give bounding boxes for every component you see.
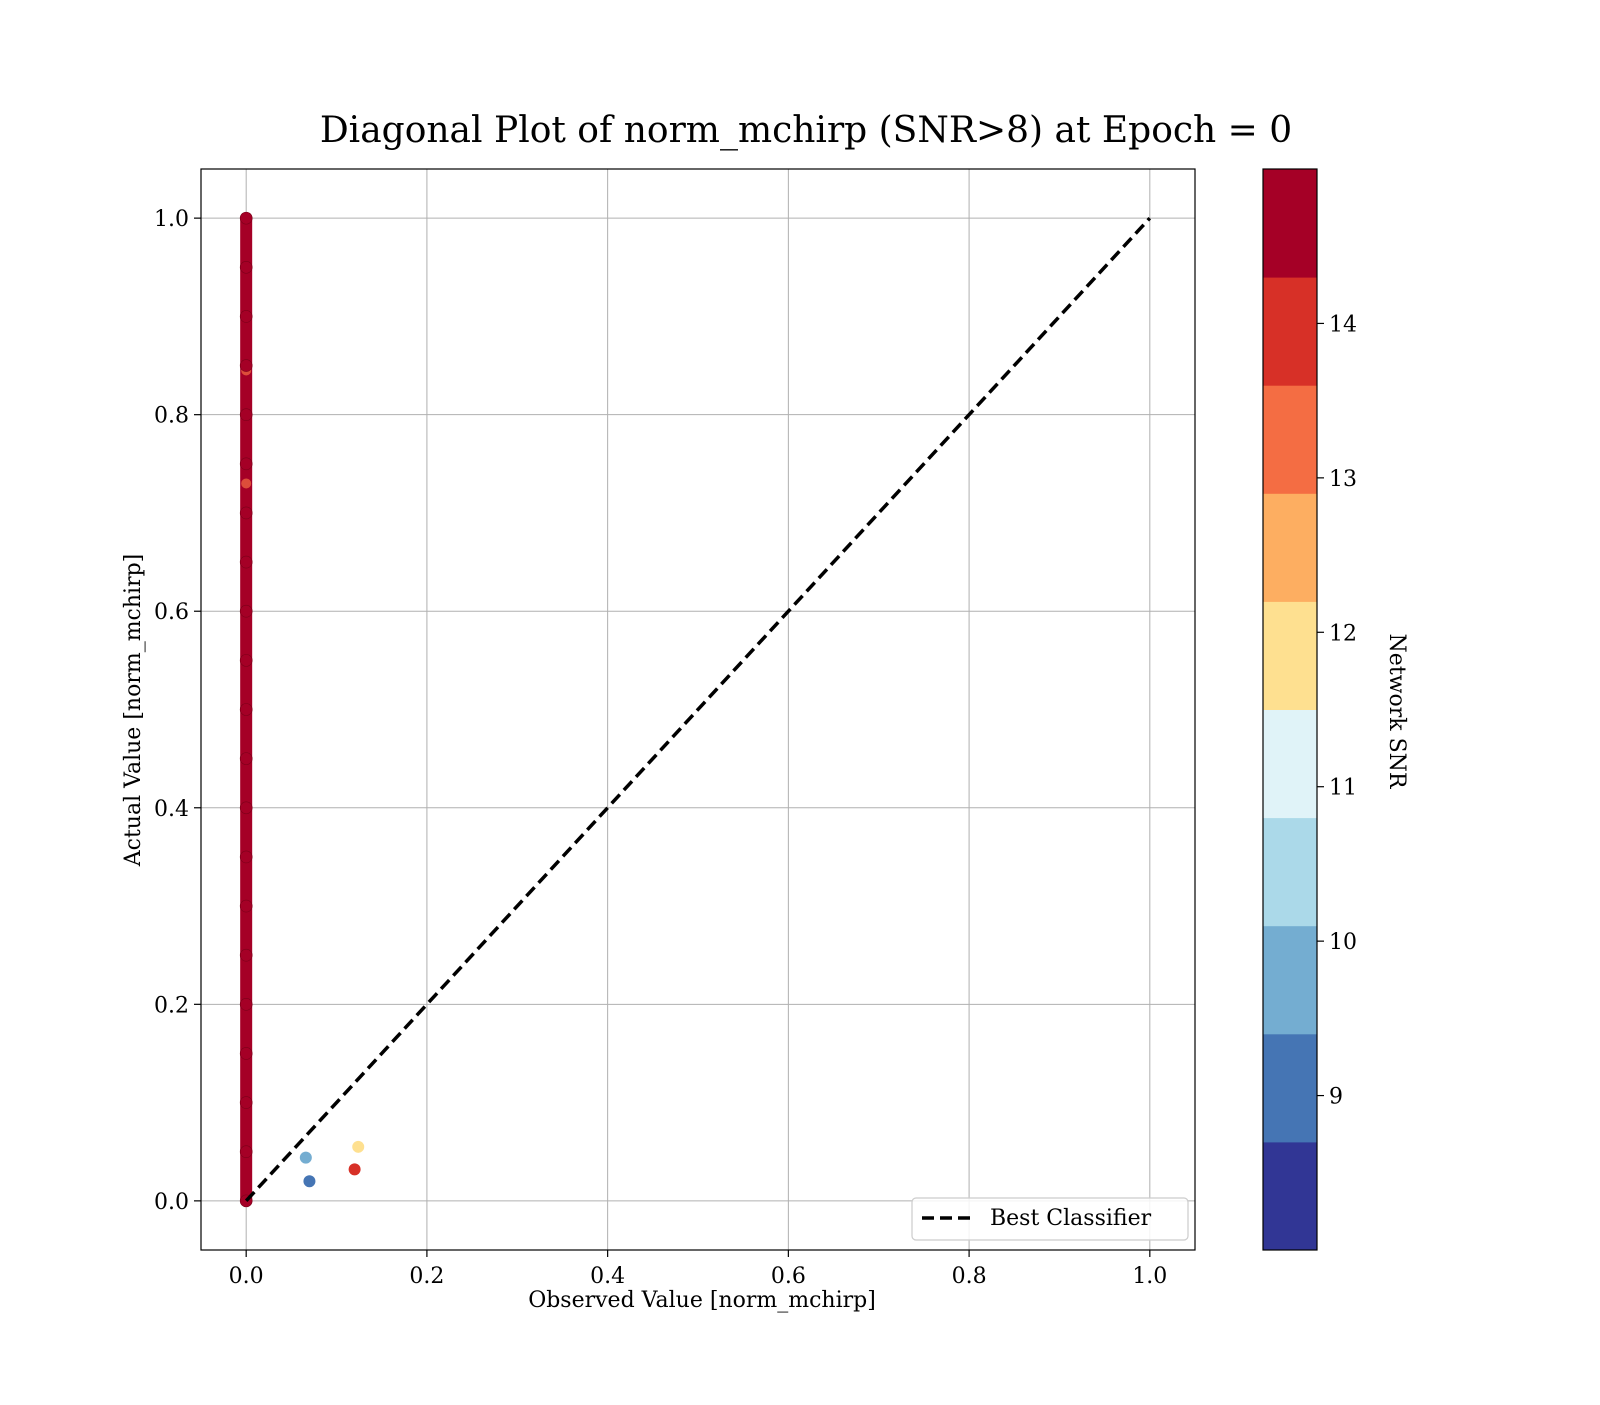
- cluster-point-9: [239, 752, 253, 765]
- cluster-point-8: [239, 801, 253, 815]
- colorbar-segment-3: [1263, 817, 1317, 927]
- scatter-point-0: [299, 1151, 312, 1164]
- cluster-point-2: [239, 1096, 253, 1109]
- colorbar-tick-label-14: 14: [1329, 312, 1357, 337]
- chart-title: Diagonal Plot of norm_mchirp (SNR>8) at …: [320, 110, 1292, 151]
- y-tick-label-0.2: 0.2: [154, 993, 189, 1018]
- cluster-point-1: [239, 1145, 253, 1159]
- colorbar-tick-label-11: 11: [1329, 776, 1357, 801]
- colorbar-segment-2: [1263, 925, 1317, 1035]
- best-classifier-line: [244, 216, 1152, 1203]
- scatter-point-2: [352, 1140, 365, 1153]
- cluster-highlight-point-1: [241, 478, 252, 489]
- x-tick-label-0.2: 0.2: [409, 1264, 444, 1289]
- cluster-point-3: [239, 1047, 253, 1060]
- colorbar-segment-5: [1263, 601, 1317, 710]
- colorbar-segment-1: [1263, 1033, 1317, 1143]
- colorbar-segment-8: [1263, 277, 1317, 386]
- colorbar-frame: [1262, 168, 1318, 1251]
- colorbar-segment-6: [1263, 493, 1317, 602]
- colorbar-label: Network SNR: [1384, 634, 1409, 790]
- x-tick-label-0.4: 0.4: [590, 1264, 625, 1289]
- y-tick-label-0.8: 0.8: [154, 404, 189, 429]
- y-tick-label-0.0: 0.0: [154, 1190, 189, 1215]
- cluster-point-5: [239, 948, 253, 962]
- colorbar-tick-label-13: 13: [1329, 467, 1357, 492]
- cluster-point-16: [239, 408, 253, 421]
- cluster-point-10: [239, 703, 253, 716]
- scatter-point-1: [303, 1175, 316, 1188]
- y-axis-label: Actual Value [norm_mchirp]: [121, 554, 146, 868]
- y-tick-label-1.0: 1.0: [154, 207, 189, 232]
- x-axis-label: Observed Value [norm_mchirp]: [528, 1288, 876, 1313]
- legend-box: [911, 1197, 1189, 1241]
- cluster-point-12: [239, 604, 253, 618]
- cluster-point-19: [239, 260, 253, 274]
- colorbar-segment-9: [1263, 169, 1317, 278]
- x-tick-label-0.8: 0.8: [952, 1264, 987, 1289]
- y-tick-label-0.4: 0.4: [154, 797, 189, 822]
- legend-entry-best-classifier: Best Classifier: [990, 1206, 1152, 1231]
- cluster-point-7: [239, 850, 253, 864]
- x-tick-label-1.0: 1.0: [1132, 1264, 1167, 1289]
- colorbar-segment-0: [1263, 1141, 1317, 1251]
- colorbar-segment-4: [1263, 709, 1317, 819]
- colorbar-segment-7: [1263, 385, 1317, 494]
- cluster-point-4: [239, 998, 253, 1011]
- x-tick-label-0.0: 0.0: [229, 1264, 264, 1289]
- cluster-point-11: [239, 654, 253, 667]
- colorbar: 9 10 11 12 13 14: [1262, 168, 1357, 1251]
- colorbar-tick-label-10: 10: [1329, 930, 1357, 955]
- scatter-point-3: [348, 1163, 361, 1176]
- colorbar-tick-label-9: 9: [1329, 1085, 1343, 1110]
- cluster-point-13: [239, 555, 253, 569]
- legend: Best Classifier: [911, 1197, 1189, 1241]
- colorbar-tick-label-12: 12: [1329, 621, 1357, 646]
- plot-area: 0.0 0.2 0.4 0.6 0.8 1.0 0.0 0.2 0.4 0.6 0.8 1.0: [154, 168, 1196, 1289]
- cluster-point-15: [239, 457, 253, 471]
- cluster-point-6: [239, 899, 253, 913]
- plot-frame: [200, 168, 1196, 1251]
- cluster-point-14: [239, 506, 253, 520]
- x-tick-label-0.6: 0.6: [771, 1264, 806, 1289]
- cluster-point-18: [239, 310, 253, 323]
- cluster-point-20: [239, 211, 253, 225]
- y-tick-label-0.6: 0.6: [154, 600, 189, 625]
- cluster-point-17: [239, 359, 253, 372]
